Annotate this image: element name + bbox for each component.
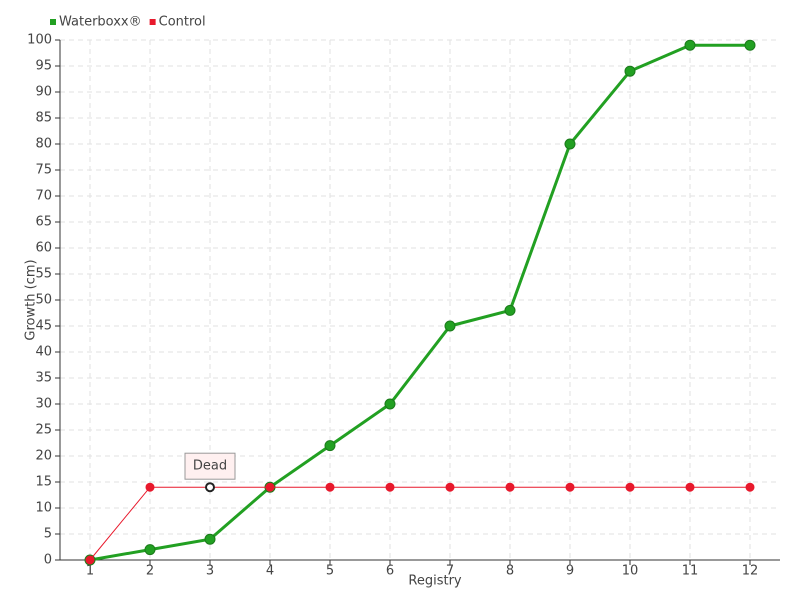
y-tick-label: 10: [35, 501, 52, 516]
y-tick-label: 0: [44, 553, 52, 568]
y-tick-label: 65: [35, 215, 52, 230]
data-point: [445, 482, 455, 492]
y-tick-label: 60: [35, 241, 52, 256]
data-point: [684, 39, 696, 51]
data-point: [324, 440, 336, 452]
x-tick-label: 1: [86, 564, 94, 579]
data-point: [625, 482, 635, 492]
x-tick-label: 7: [446, 564, 454, 579]
data-point: [385, 482, 395, 492]
y-tick-label: 15: [35, 475, 52, 490]
x-tick-label: 3: [206, 564, 214, 579]
y-tick-label: 75: [35, 163, 52, 178]
legend-label: Control: [159, 15, 206, 30]
data-point: [204, 533, 216, 545]
data-point: [504, 304, 516, 316]
y-axis-label: Growth (cm): [24, 259, 39, 340]
series-line: [89, 486, 750, 561]
data-point: [145, 482, 155, 492]
data-point: [564, 138, 576, 150]
data-point: [744, 39, 756, 51]
y-tick-label: 90: [35, 85, 52, 100]
y-tick-label: 35: [35, 371, 52, 386]
annotation-box: [184, 452, 236, 480]
y-tick-label: 30: [35, 397, 52, 412]
y-tick-label: 50: [35, 293, 52, 308]
x-tick-label: 2: [146, 564, 154, 579]
x-tick-label: 4: [266, 564, 274, 579]
y-tick-label: 80: [35, 137, 52, 152]
data-point: [384, 398, 396, 410]
y-tick-label: 100: [27, 33, 52, 48]
data-point: [745, 482, 755, 492]
y-tick-label: 70: [35, 189, 52, 204]
x-tick-label: 5: [326, 564, 334, 579]
y-tick-label: 40: [35, 345, 52, 360]
data-point: [325, 482, 335, 492]
y-tick-label: 55: [35, 267, 52, 282]
y-tick-label: 25: [35, 423, 52, 438]
x-tick-label: 12: [742, 564, 759, 579]
x-tick-label: 10: [622, 564, 639, 579]
legend-label: Waterboxx®: [59, 15, 142, 30]
y-tick-label: 45: [35, 319, 52, 334]
annotation-text: Dead: [193, 459, 227, 474]
data-point: [444, 320, 456, 332]
y-tick-label: 85: [35, 111, 52, 126]
annotation: Dead: [184, 452, 236, 480]
y-tick-label: 5: [44, 527, 52, 542]
y-tick-label: 20: [35, 449, 52, 464]
data-point: [505, 482, 515, 492]
data-point: [265, 482, 275, 492]
x-tick-label: 8: [506, 564, 514, 579]
legend-marker: [149, 19, 156, 25]
x-tick-label: 11: [682, 564, 699, 579]
data-point: [624, 65, 636, 77]
data-point: [685, 482, 695, 492]
data-point: [85, 555, 95, 565]
legend-marker: [50, 19, 56, 25]
data-point: [205, 482, 215, 493]
data-point: [565, 482, 575, 492]
x-axis-label: Registry: [408, 574, 462, 589]
series-line: [89, 43, 750, 562]
y-tick-label: 95: [35, 59, 52, 74]
x-tick-label: 9: [566, 564, 574, 579]
x-tick-label: 6: [386, 564, 394, 579]
data-point: [144, 544, 156, 556]
